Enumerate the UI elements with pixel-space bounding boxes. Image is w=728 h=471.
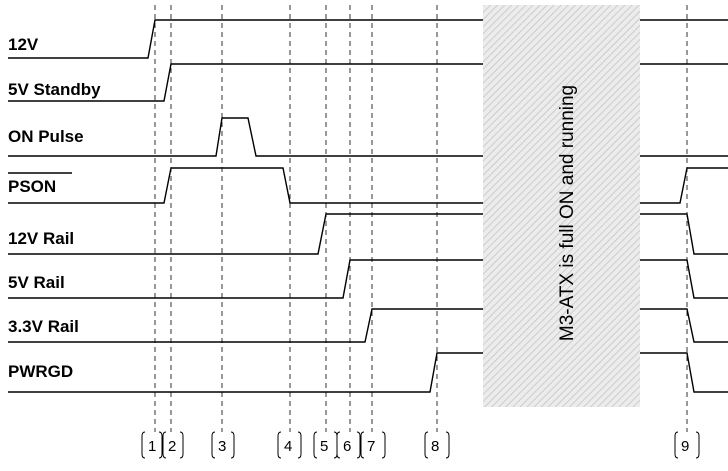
marker-bracket: [360, 431, 365, 459]
marker-bracket: [336, 431, 341, 459]
marker-bracket: [356, 431, 361, 459]
event-markers: 1 2 3 4 5 6 7 8 9: [141, 431, 700, 459]
waveform-12v: [8, 19, 728, 59]
marker-bracket: [162, 431, 167, 459]
marker-3: 3: [218, 438, 226, 455]
marker-bracket: [158, 431, 163, 459]
waveform-12v-rail: [8, 213, 728, 255]
marker-bracket: [141, 431, 146, 459]
marker-2: 2: [168, 438, 176, 455]
marker-6: 6: [343, 438, 351, 455]
marker-bracket: [695, 431, 700, 459]
banner-text: M3-ATX is full ON and running: [557, 85, 578, 341]
signal-label-12v: 12V: [8, 35, 39, 54]
marker-9: 9: [681, 438, 689, 455]
waveform-5v-standby: [8, 63, 728, 102]
marker-5: 5: [320, 438, 328, 455]
signal-label-12v-rail: 12V Rail: [8, 229, 74, 248]
marker-7: 7: [367, 438, 375, 455]
marker-1: 1: [148, 438, 156, 455]
marker-bracket: [297, 431, 302, 459]
signal-label-5v-standby: 5V Standby: [8, 80, 101, 99]
marker-bracket: [674, 431, 679, 459]
marker-bracket: [277, 431, 282, 459]
guide-lines: [154, 5, 688, 432]
marker-bracket: [230, 431, 235, 459]
marker-bracket: [381, 431, 386, 459]
waveform-5v-rail: [8, 259, 728, 299]
marker-8: 8: [431, 438, 439, 455]
marker-4: 4: [284, 438, 292, 455]
marker-bracket: [424, 431, 429, 459]
signal-label-pwrgd: PWRGD: [8, 362, 73, 381]
signal-label-3v3-rail: 3.3V Rail: [8, 317, 79, 336]
waveform-on-pulse: [8, 117, 728, 157]
marker-bracket: [445, 431, 450, 459]
running-banner: [483, 5, 640, 407]
marker-bracket: [313, 431, 318, 459]
marker-bracket: [211, 431, 216, 459]
signal-label-5v-rail: 5V Rail: [8, 273, 65, 292]
waveform-3v3-rail: [8, 308, 728, 343]
signal-label-on-pulse: ON Pulse: [8, 127, 84, 146]
marker-bracket: [179, 431, 184, 459]
signal-labels: 12V 5V Standby ON Pulse PSON 12V Rail 5V…: [8, 35, 101, 381]
signal-label-pson: PSON: [8, 177, 56, 196]
waveform-pson: [8, 167, 728, 204]
waveforms: [8, 19, 728, 393]
waveform-pwrgd: [8, 352, 728, 393]
